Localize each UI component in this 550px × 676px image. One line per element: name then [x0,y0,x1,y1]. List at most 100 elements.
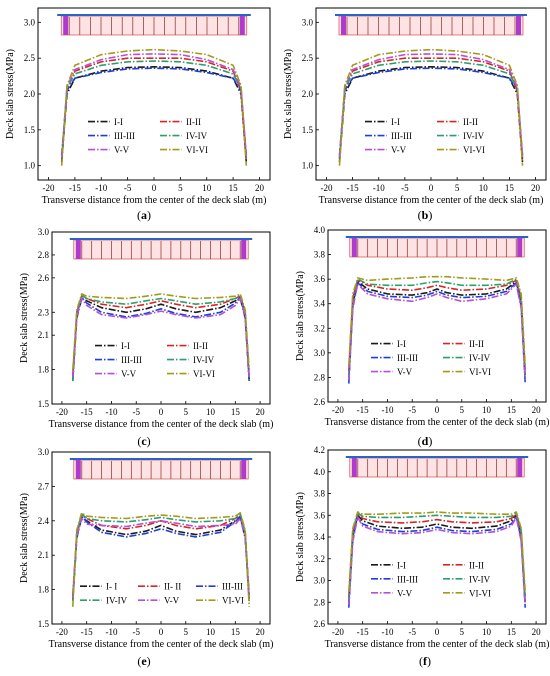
x-tick-label: 15 [229,183,239,193]
legend: I-I II-II III-III IV-IV V-V VI-VI [371,339,491,377]
x-axis-label: Transverse distance from the center of t… [42,195,267,206]
x-tick-label: 20 [531,183,541,193]
y-tick-label: 2.1 [38,550,49,560]
y-axis-label: Deck slab stress(MPa) [5,49,16,139]
legend-label: VI-VI [186,145,208,155]
y-tick-label: 2.5 [302,53,314,63]
series-line-IV-IV [338,60,524,159]
x-tick-label: 10 [202,183,212,193]
x-tick-label: 20 [256,407,266,417]
legend-label: I-I [114,117,123,127]
legend-label: IV-IV [186,131,208,141]
y-tick-label: 3.8 [314,489,326,499]
series-line-V-V [348,283,526,380]
y-tick-label: 1.8 [38,365,50,375]
x-tick-label: -15 [357,405,369,415]
y-axis-label: Deck slab stress(MPa) [283,49,294,139]
x-tick-label: 0 [159,407,164,417]
legend-label: III-III [391,131,412,141]
bridge-left-web [75,240,81,259]
legend-label: V-V [164,596,180,606]
series-line-V-V [72,517,250,598]
series-line-VI-VI [348,511,526,592]
x-tick-label: 20 [532,627,542,637]
bridge-left-web [341,16,346,35]
y-tick-label: 3.0 [38,227,50,237]
legend-label: III-III [121,355,142,365]
x-tick-label: 20 [256,627,266,637]
legend-label: VI-VI [222,596,244,606]
y-tick-label: 2.0 [24,89,36,99]
bridge-left-web [351,458,357,477]
y-tick-label: 2.3 [38,307,50,317]
y-tick-label: 2.6 [38,273,50,283]
y-tick-label: 2.8 [38,250,50,260]
bridge-left-web [75,460,81,479]
x-tick-label: -5 [132,407,140,417]
y-tick-label: 4.2 [314,445,325,455]
bridge-cross-section-diagram [345,456,529,478]
series-line-IV-IV [72,513,250,602]
legend-label: I-I [391,117,400,127]
legend-label: II-II [463,117,478,127]
legend-label: III-III [114,131,135,141]
x-tick-label: -5 [124,183,132,193]
y-tick-label: 3.6 [314,274,326,284]
bridge-right-web [241,240,247,259]
legend-label: III-III [397,353,418,363]
x-tick-label: -15 [81,627,93,637]
y-tick-label: 4.0 [314,225,326,235]
x-tick-label: -15 [69,183,81,193]
legend-label: V-V [114,145,130,155]
series-line-III-III [72,515,250,599]
x-tick-label: -15 [81,407,93,417]
legend-label: V-V [397,588,413,598]
series-line-II-II [338,57,524,159]
y-tick-label: 2.8 [314,597,326,607]
series-line-II-II [348,513,526,597]
x-tick-label: 5 [184,407,189,417]
x-tick-label: -10 [105,407,117,417]
y-tick-label: 2.7 [38,481,50,491]
panel-caption: (c) [137,434,150,448]
y-tick-label: 2.5 [24,53,36,63]
legend-label: I-I [397,339,406,349]
y-axis-label: Deck slab stress(MPa) [295,271,306,361]
y-tick-label: 2.1 [38,330,49,340]
y-tick-label: 1.0 [302,161,314,171]
x-tick-label: 5 [178,183,183,193]
x-tick-label: -20 [43,183,55,193]
x-tick-label: -10 [373,183,385,193]
x-tick-label: -20 [332,405,344,415]
series-line-V-V [348,516,526,605]
bridge-cross-section-diagram [69,458,253,480]
panel-caption: (e) [137,654,150,668]
series-line-I-I [60,66,248,163]
series-line-I-I [348,280,526,378]
x-axis-label: Transverse distance from the center of t… [325,639,550,650]
series-line-IV-IV [348,512,526,601]
legend: I-I II-II III-III IV-IV V-V VI-VI [88,117,208,155]
bridge-left-web [351,238,357,257]
series-line-II-II [60,57,248,159]
x-tick-label: -20 [332,627,344,637]
legend-label: II- II [164,582,181,592]
x-tick-label: 5 [455,183,460,193]
x-tick-label: 5 [460,627,465,637]
y-tick-label: 1.8 [38,585,50,595]
series-line-IV-IV [72,294,250,382]
x-tick-label: 0 [152,183,157,193]
y-tick-label: 2.8 [314,372,326,382]
x-tick-label: -10 [95,183,107,193]
x-axis-label: Transverse distance from the center of t… [49,639,274,650]
series-line-III-III [348,515,526,608]
series-line-VI-VI [72,293,250,370]
bridge-right-web [241,460,247,479]
y-tick-label: 1.5 [38,619,50,629]
x-tick-label: -10 [381,405,393,415]
y-tick-label: 2.6 [314,619,326,629]
panel-d: -20 -15 -10 -5 0 5 10 15 20 2.6 2.8 3.0 3.2 3.4 3.6 3.8… [295,225,549,448]
x-tick-label: 10 [482,405,492,415]
series-line-III-III [348,281,526,384]
